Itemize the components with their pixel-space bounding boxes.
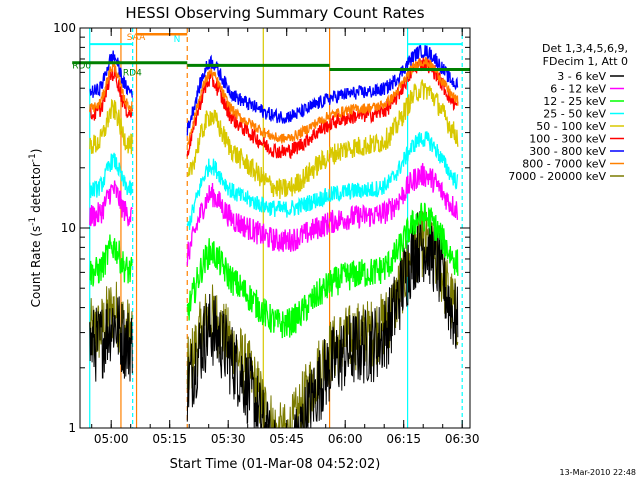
y-axis-label-main: Count Rate (s (29, 226, 43, 308)
annotation-2: SAA (127, 33, 146, 43)
series-line-7 (89, 57, 459, 146)
legend-label-3: 25 - 50 keV (543, 108, 606, 121)
timestamp: 13-Mar-2010 22:48 (560, 468, 637, 477)
x-tick-label-5: 06:15 (386, 432, 421, 446)
annotation-1: RD4 (123, 68, 142, 78)
series-line-4 (89, 79, 459, 200)
x-tick-label-1: 05:15 (152, 432, 187, 446)
series-layer (72, 33, 470, 429)
y-tick-label-2: 100 (53, 21, 76, 35)
legend-label-8: 7000 - 20000 keV (508, 170, 606, 183)
x-axis-label: Start Time (01-Mar-08 04:52:02) (170, 457, 381, 472)
legend: Det 1,3,4,5,6,9,FDecim 1, Att 0 3 - 6 keV… (508, 42, 628, 183)
series-line-2 (89, 202, 459, 339)
chart-title: HESSI Observing Summary Count Rates (125, 4, 424, 22)
series-line-0 (89, 211, 459, 429)
x-tick-label-2: 05:30 (211, 432, 246, 446)
series-line-3 (89, 131, 459, 231)
annotation-3: N (174, 35, 181, 45)
y-axis-label-sup: -1 (28, 217, 38, 226)
legend-label-0: 3 - 6 keV (557, 70, 606, 83)
legend-header-0: Det 1,3,4,5,6,9, (542, 42, 628, 55)
legend-label-7: 800 - 7000 keV (522, 158, 606, 171)
series-line-1 (89, 163, 459, 266)
legend-label-2: 12 - 25 keV (543, 95, 606, 108)
annotations: RD0 RD4 SAA N (72, 33, 180, 78)
x-tick-label-0: 05:00 (94, 432, 129, 446)
y-tick-label-1: 10 (61, 221, 76, 235)
legend-label-4: 50 - 100 keV (536, 120, 606, 133)
legend-label-1: 6 - 12 keV (550, 83, 606, 96)
y-axis-label: Count Rate (s-1 detector-1) (28, 149, 43, 308)
x-tick-label-3: 05:45 (269, 432, 304, 446)
legend-label-6: 300 - 800 keV (529, 145, 606, 158)
legend-label-5: 100 - 300 keV (529, 133, 606, 146)
x-tick-label-4: 06:00 (328, 432, 363, 446)
annotation-0: RD0 (72, 61, 91, 71)
axes: 05:00 05:15 05:30 05:45 06:00 06:15 06:30 1 10 10… (53, 21, 479, 446)
series-line-6 (89, 44, 459, 136)
y-axis-label-end: ) (29, 149, 43, 154)
y-tick-label-0: 1 (68, 421, 76, 435)
rd-reference-line (72, 61, 470, 72)
y-axis-label-sup2: -1 (28, 153, 38, 162)
legend-header-1: FDecim 1, Att 0 (543, 55, 628, 68)
y-axis-label-tail: detector (29, 162, 43, 217)
x-tick-label-6: 06:30 (445, 432, 480, 446)
